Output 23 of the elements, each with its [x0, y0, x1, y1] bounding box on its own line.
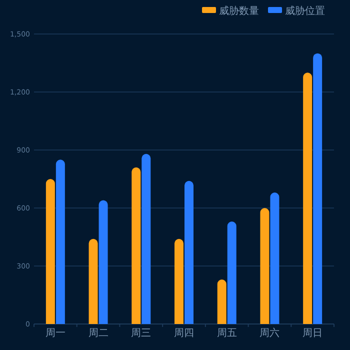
x-tick-label: 周一: [45, 328, 66, 339]
bar: [227, 222, 236, 324]
bar: [270, 192, 280, 324]
bar: [174, 238, 184, 324]
x-tick-label: 周三: [131, 328, 152, 339]
bar: [217, 280, 226, 324]
bar: [56, 160, 65, 324]
bar: [142, 154, 151, 324]
bar: [46, 179, 55, 324]
bar: [313, 53, 322, 324]
x-tick-label: 周五: [216, 328, 237, 339]
legend-label: 威胁位置: [285, 5, 325, 17]
bar: [88, 238, 98, 324]
x-tick-label: 周二: [88, 328, 108, 339]
x-tick-label: 周日: [302, 328, 323, 339]
x-tick-label: 周六: [260, 327, 280, 339]
bar: [303, 72, 312, 324]
x-tick-label: 周四: [174, 328, 194, 339]
legend-label: 威胁数量: [219, 5, 259, 17]
bar: [260, 208, 270, 324]
bar: [98, 200, 108, 324]
bar: [132, 167, 141, 324]
bar: [184, 180, 194, 324]
